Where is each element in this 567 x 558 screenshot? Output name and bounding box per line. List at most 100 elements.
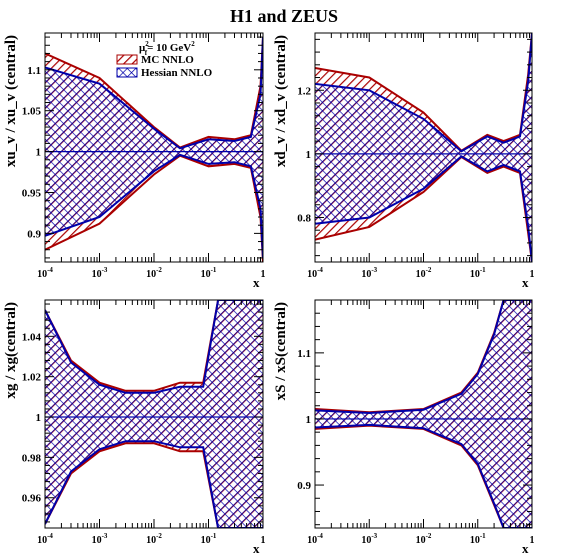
x-tick-label-base: 10: [361, 269, 371, 280]
x-tick-label-base: 10: [201, 269, 211, 280]
x-tick-label-base: 1: [261, 535, 266, 546]
y-tick-label-xdv: 0.8: [297, 212, 311, 224]
x-tick-label-base: 10: [146, 535, 156, 546]
legend-swatch-hessian: [116, 67, 138, 78]
x-tick-label-xg: 10-1: [201, 532, 217, 546]
x-tick-label-xg: 10-2: [146, 532, 162, 546]
y-tick-label-xuv: 1.1: [27, 65, 41, 77]
x-axis-label-xuv: x: [253, 275, 260, 290]
x-tick-label-base: 10: [307, 535, 317, 546]
band-hessian-xS: [315, 300, 532, 528]
legend-label-hessian: Hessian NNLO: [141, 67, 213, 79]
x-tick-label-base: 10: [37, 269, 47, 280]
x-tick-label-xdv: 10-1: [470, 266, 486, 280]
x-tick-label-base: 10: [307, 269, 317, 280]
x-tick-label-xdv: 10-2: [416, 266, 432, 280]
x-tick-label-xuv: 10-3: [92, 266, 108, 280]
y-tick-label-xuv: 0.9: [27, 228, 41, 240]
x-axis-label-xS: x: [522, 541, 529, 556]
x-tick-label-exp: -2: [426, 532, 432, 540]
x-tick-label-xuv: 1: [261, 269, 266, 280]
x-tick-label-exp: -4: [47, 266, 53, 274]
x-tick-label-xdv: 1: [530, 269, 535, 280]
y-tick-label-xdv: 1: [306, 149, 312, 161]
y-tick-label-xuv: 1: [36, 147, 42, 159]
band-upper-edge-hessian-xS: [315, 300, 532, 415]
x-tick-label-base: 1: [261, 269, 266, 280]
band-hessian-xuv: [45, 37, 263, 258]
band-lower-edge-hessian-xS: [315, 423, 532, 528]
x-tick-label-base: 10: [146, 269, 156, 280]
x-axis-label-xg: x: [253, 541, 260, 556]
panel-xS: 10-4 10-3 10-2 10-1 1x0.911.1xS / xS(central…: [273, 299, 535, 556]
y-tick-label-xg: 0.96: [22, 493, 42, 505]
legend-scale-sup: 2: [145, 40, 149, 48]
band-upper-edge-mc-xuv: [45, 37, 263, 149]
x-tick-label-exp: -4: [47, 532, 53, 540]
y-axis-label-xS: xS / xS(central): [273, 302, 289, 400]
y-tick-label-xuv: 0.95: [22, 187, 42, 199]
plot-area-xuv: [45, 37, 263, 262]
band-upper-edge-hessian-xg: [45, 300, 263, 394]
legend-scale: μ2 f= 10 GeV2: [139, 40, 195, 57]
legend: μ2 f= 10 GeV2 MC NNLO Hessian NNLO: [116, 40, 213, 79]
band-lower-edge-hessian-xuv: [45, 153, 263, 258]
x-tick-label-xS: 10-2: [416, 532, 432, 546]
band-lower-edge-hessian-xdv: [315, 155, 532, 262]
x-tick-label-xS: 10-3: [361, 532, 377, 546]
x-tick-label-exp: -2: [156, 532, 162, 540]
x-tick-label-base: 10: [470, 535, 480, 546]
x-tick-label-exp: -4: [317, 266, 323, 274]
plot-area-xg: [45, 300, 263, 528]
y-tick-label-xuv: 1.05: [22, 106, 42, 118]
x-axis-label-xdv: x: [522, 275, 529, 290]
legend-scale-value: = 10 GeV: [147, 42, 191, 54]
legend-swatch-mc: [116, 54, 138, 65]
x-tick-label-exp: -3: [102, 266, 108, 274]
legend-scale-value-sup: 2: [191, 40, 195, 48]
x-tick-label-base: 10: [416, 269, 426, 280]
y-axis-label-xuv: xu_v / xu_v (central): [3, 35, 19, 167]
x-tick-label-xdv: 10-3: [361, 266, 377, 280]
band-upper-edge-hessian-xuv: [45, 37, 263, 150]
y-tick-label-xg: 0.98: [22, 452, 42, 464]
band-lower-edge-mc-xg: [45, 442, 263, 528]
figure-title: H1 and ZEUS: [230, 6, 338, 26]
x-tick-label-xdv: 10-4: [307, 266, 323, 280]
x-tick-label-exp: -3: [371, 266, 377, 274]
band-hessian-xdv: [315, 33, 532, 262]
y-axis-label-xg: xg / xg(central): [3, 302, 19, 399]
x-tick-label-base: 10: [201, 535, 211, 546]
x-tick-label-exp: -3: [102, 532, 108, 540]
x-tick-label-base: 10: [416, 535, 426, 546]
x-tick-label-xg: 10-4: [37, 532, 53, 546]
x-tick-label-xuv: 10-2: [146, 266, 162, 280]
x-tick-label-base: 1: [530, 269, 535, 280]
y-tick-label-xS: 1: [306, 414, 312, 426]
x-tick-label-exp: -2: [156, 266, 162, 274]
x-tick-label-base: 1: [530, 535, 535, 546]
y-tick-label-xS: 0.9: [297, 480, 311, 492]
legend-scale-sub: f: [145, 49, 148, 57]
y-tick-label-xg: 1.04: [22, 331, 42, 343]
y-tick-label-xdv: 1.2: [297, 85, 311, 97]
legend-scale-symbol: μ: [139, 42, 146, 54]
x-tick-label-xS: 10-1: [470, 532, 486, 546]
y-tick-label-xg: 1: [36, 412, 42, 424]
x-tick-label-base: 10: [92, 269, 102, 280]
x-tick-label-xg: 1: [261, 535, 266, 546]
plot-area-xS: [315, 300, 532, 528]
x-tick-label-xuv: 10-1: [201, 266, 217, 280]
y-tick-label-xS: 1.1: [297, 348, 311, 360]
x-tick-label-exp: -3: [371, 532, 377, 540]
x-tick-label-base: 10: [470, 269, 480, 280]
band-hessian-xg: [45, 300, 263, 528]
y-tick-label-xg: 1.02: [22, 372, 42, 384]
x-tick-label-exp: -1: [211, 266, 217, 274]
x-tick-label-exp: -4: [317, 532, 323, 540]
x-tick-label-exp: -1: [480, 532, 486, 540]
